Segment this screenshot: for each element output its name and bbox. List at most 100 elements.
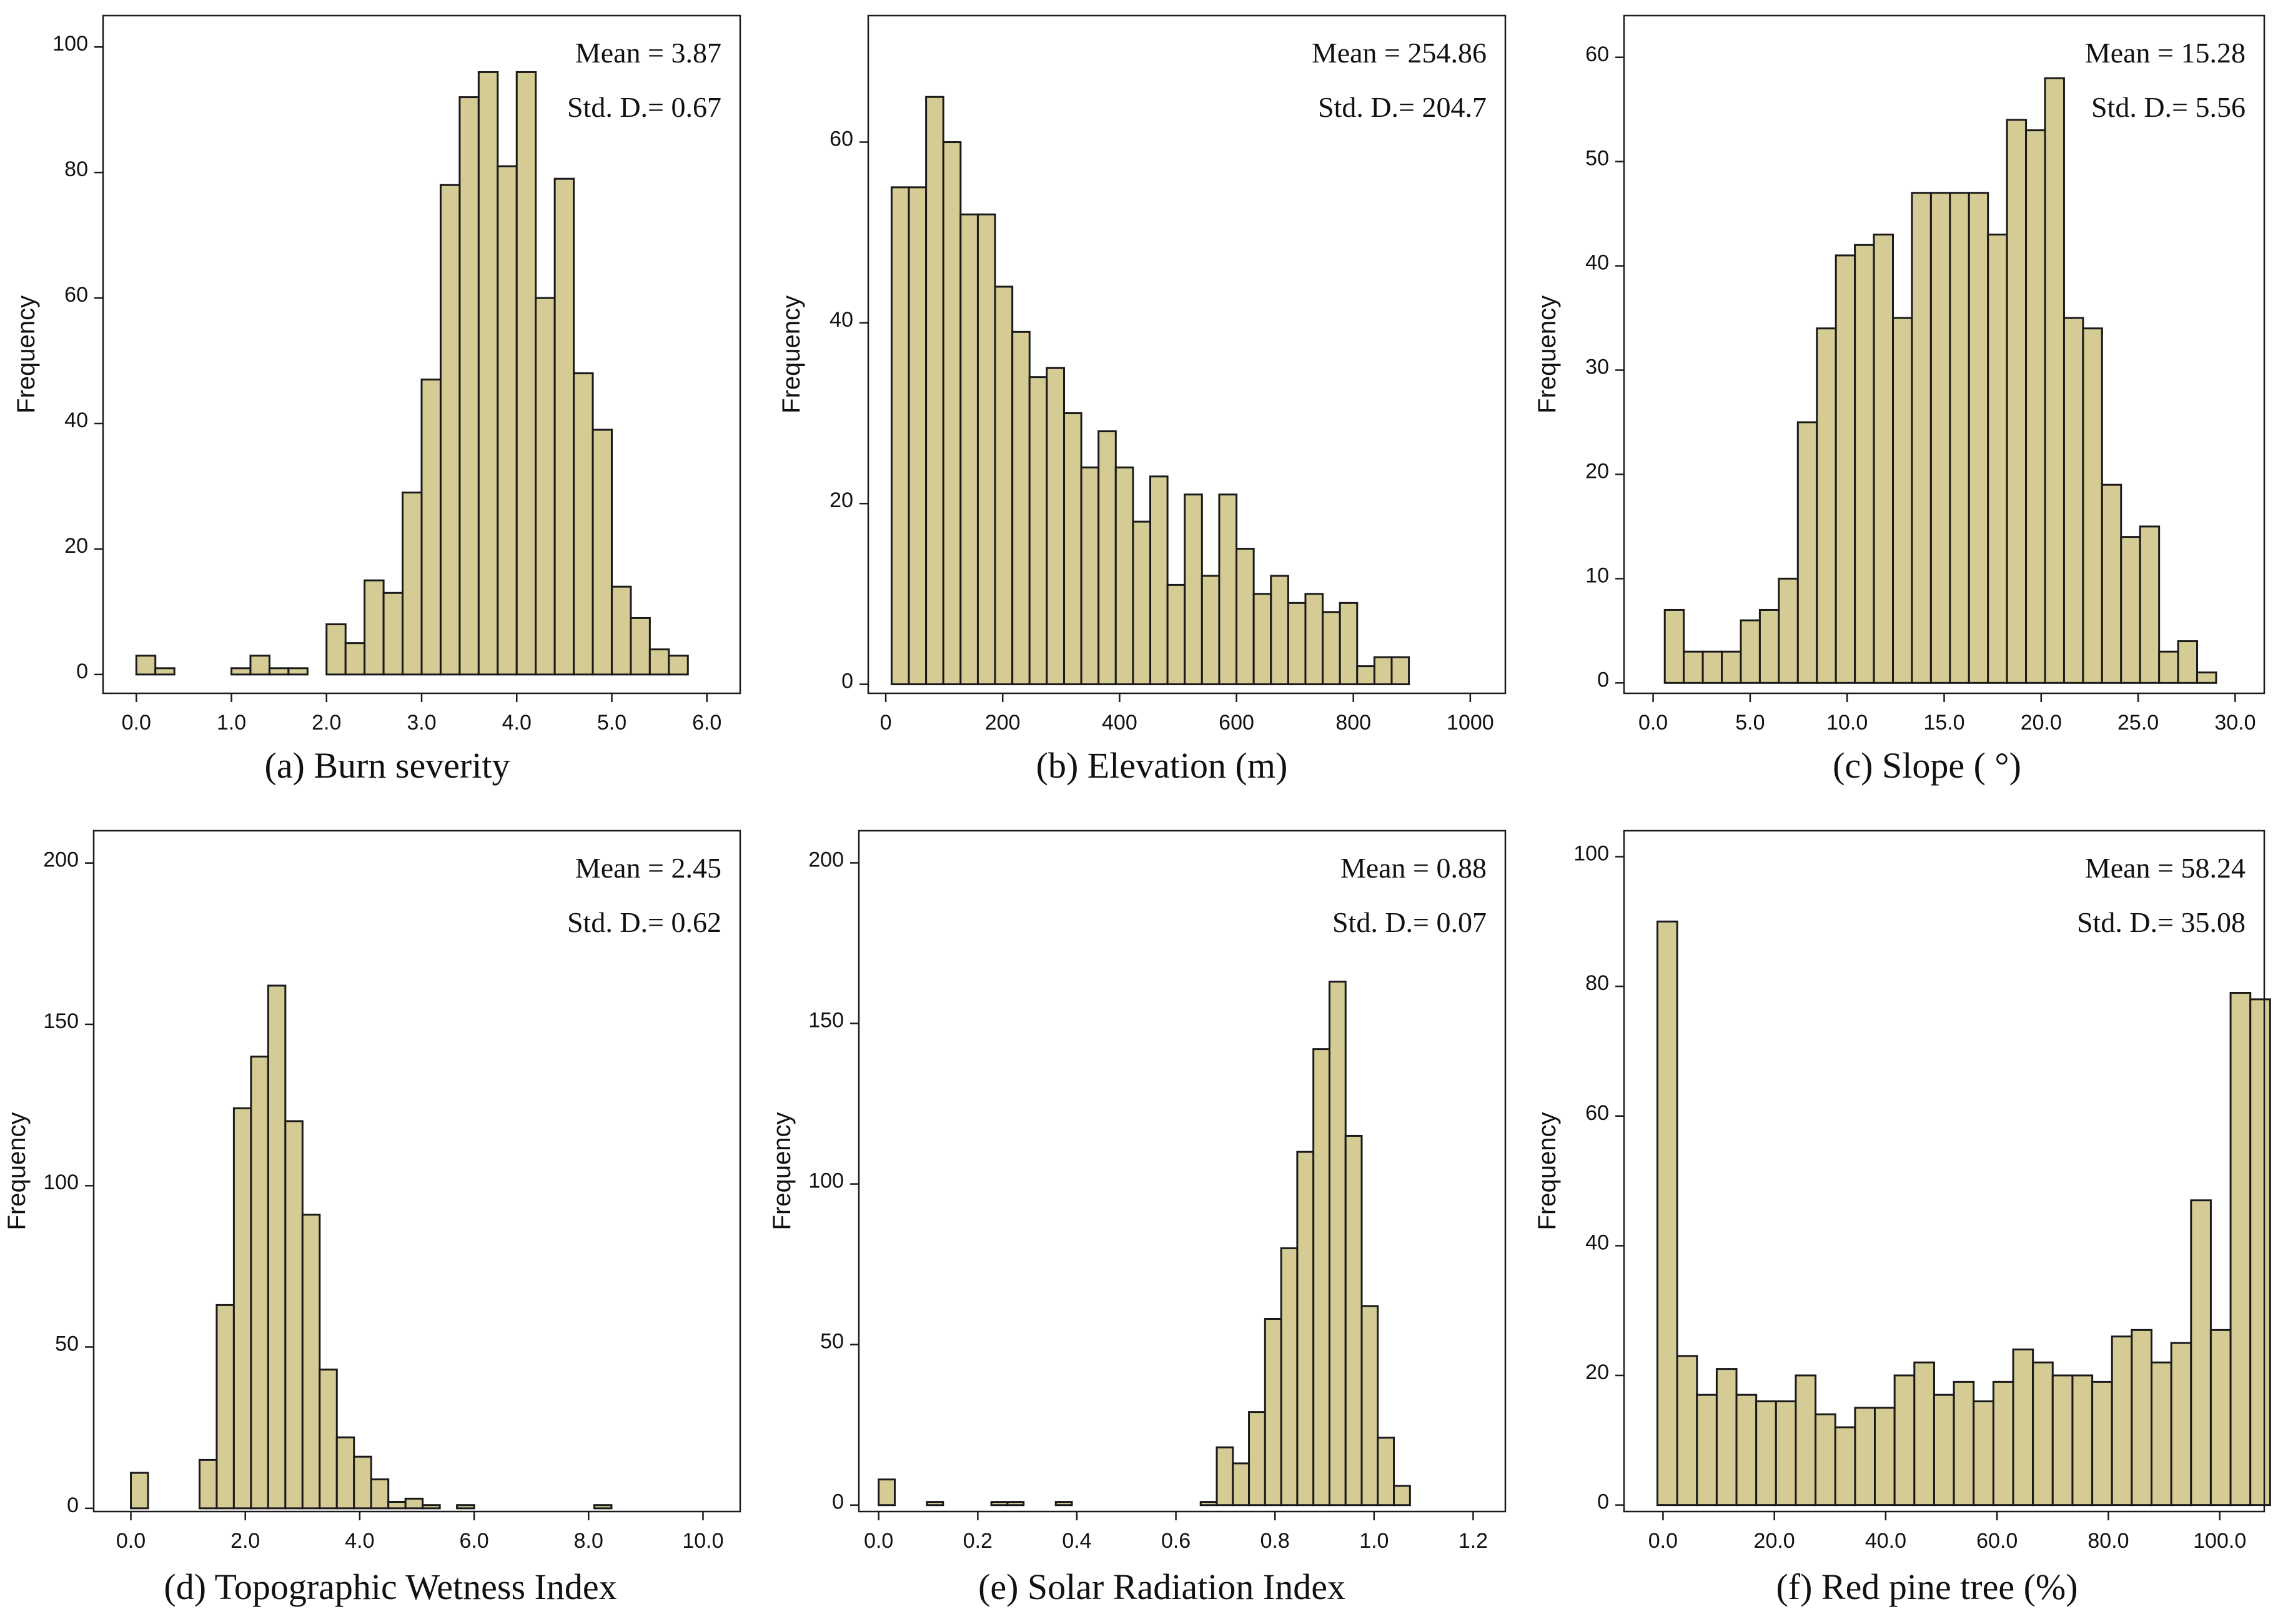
histogram-bar [1114, 466, 1134, 686]
histogram-bar [1721, 650, 1742, 684]
x-tick-label: 20.0 [2021, 711, 2062, 735]
y-tick-label: 60 [64, 283, 88, 307]
histogram-bar [1304, 593, 1324, 686]
histogram-bar [387, 1501, 407, 1510]
std-annotation: Std. D.= 5.56 [2091, 91, 2246, 123]
y-tick-label: 0 [1597, 1490, 1609, 1514]
histogram-bar [1656, 920, 1678, 1507]
histogram-bar [1264, 1318, 1282, 1507]
histogram-bar [1322, 611, 1341, 686]
histogram-bar [1132, 520, 1152, 686]
y-axis-title: Frequency [12, 295, 40, 413]
panel-c: 0.0 5.0 10.0 15.0 20.0 25.0 30.0 0 10 20 30 40 50 60 F… [1533, 14, 2266, 786]
panel-e: 0.0 0.2 0.4 0.6 0.8 1.0 1.2 0 50 100 150 200 Frequen… [768, 829, 1507, 1607]
y-tick-label: 150 [808, 1008, 844, 1032]
histogram-bar [553, 177, 575, 676]
histogram-bar [630, 616, 651, 676]
plot-frame [1623, 829, 2266, 1513]
histogram-bar [230, 667, 252, 676]
x-tick-label: 0.6 [1161, 1529, 1191, 1553]
histogram-bar [1796, 421, 1818, 684]
histogram-bar [1913, 1361, 1935, 1507]
histogram-bar [284, 1120, 304, 1510]
histogram-bar [402, 492, 423, 676]
panel-b: 0 200 400 600 800 1000 0 20 40 60 Frequency Mean = … [778, 14, 1507, 786]
panel-caption: (a) Burn severity [265, 745, 510, 786]
histogram-bar [1929, 192, 1951, 684]
x-tick-label: 10.0 [1826, 711, 1868, 735]
histogram-bar [1232, 1462, 1250, 1507]
histogram-bar [404, 1497, 424, 1510]
std-annotation: Std. D.= 35.08 [2077, 906, 2246, 938]
x-tick-label: 80.0 [2087, 1529, 2129, 1553]
plot-frame [858, 829, 1507, 1513]
histogram-bar [1270, 575, 1289, 686]
histogram-bar [215, 1304, 235, 1510]
y-tick-label: 20 [830, 488, 853, 512]
histogram-bar [1201, 575, 1221, 686]
histogram-bar [353, 1455, 372, 1510]
histogram-bar [232, 1107, 252, 1510]
histogram-bar [959, 213, 979, 686]
histogram-bar [458, 96, 480, 676]
histogram-bar [592, 428, 613, 676]
x-tick-label: 25.0 [2117, 711, 2159, 735]
std-annotation: Std. D.= 0.62 [567, 906, 721, 938]
histogram-bar [942, 141, 962, 686]
x-tick-label: 1000 [1447, 711, 1494, 735]
x-tick-label: 200 [985, 711, 1021, 735]
std-annotation: Std. D.= 204.7 [1318, 91, 1487, 123]
histogram-bar [1968, 192, 1989, 684]
x-tick-label: 40.0 [1865, 1529, 1906, 1553]
y-tick-label: 20 [64, 534, 88, 558]
histogram-bar [267, 984, 287, 1510]
histogram-bar [1080, 466, 1100, 686]
x-tick-label: 4.0 [502, 711, 532, 735]
plot-frame [867, 14, 1507, 695]
histogram-bar [1778, 577, 1799, 684]
histogram-bar [1028, 376, 1048, 686]
histogram-bar [1949, 192, 1970, 684]
histogram-bar [1987, 234, 2008, 684]
x-tick-label: 30.0 [2214, 711, 2256, 735]
mean-annotation: Mean = 15.28 [2085, 37, 2246, 69]
y-tick-label: 200 [43, 848, 79, 872]
histogram-bar [268, 667, 290, 676]
y-tick-label: 100 [52, 32, 88, 56]
y-tick-label: 20 [1585, 459, 1609, 483]
y-axis-title: Frequency [1533, 1112, 1561, 1230]
histogram-bar [1992, 1380, 2014, 1507]
plot-frame [92, 829, 741, 1513]
histogram-bar [2249, 998, 2271, 1507]
x-tick-label: 2.0 [312, 711, 341, 735]
x-tick-label: 6.0 [692, 711, 721, 735]
y-tick-label: 40 [830, 308, 853, 332]
histogram-bar [878, 1478, 896, 1507]
histogram-bar [1755, 1400, 1777, 1507]
mean-annotation: Mean = 3.87 [575, 37, 721, 69]
histogram-bar [2177, 640, 2199, 684]
histogram-bar [456, 1504, 475, 1510]
histogram-bar [1339, 602, 1359, 686]
panel-caption: (b) Elevation (m) [1036, 745, 1288, 786]
histogram-bar [1775, 1400, 1797, 1507]
histogram-bar [2190, 1199, 2212, 1507]
histogram-bar [1344, 1134, 1363, 1507]
histogram-bar [130, 1472, 149, 1510]
histogram-bar [994, 285, 1014, 686]
histogram-bar [477, 71, 499, 676]
x-tick-label: 6.0 [459, 1529, 488, 1553]
histogram-bar [422, 1504, 441, 1510]
y-tick-label: 100 [43, 1171, 79, 1194]
histogram-bar [1390, 656, 1410, 686]
y-tick-label: 80 [1585, 971, 1609, 995]
histogram-bar [1280, 1247, 1299, 1507]
y-tick-label: 50 [820, 1330, 844, 1354]
histogram-bar [497, 165, 518, 676]
histogram-bar [1166, 583, 1186, 686]
x-tick-label: 0.0 [122, 711, 151, 735]
mean-annotation: Mean = 58.24 [2085, 852, 2246, 884]
y-tick-label: 60 [1585, 1101, 1609, 1125]
histogram-bar [1062, 412, 1082, 686]
histogram-bar [1701, 650, 1723, 684]
